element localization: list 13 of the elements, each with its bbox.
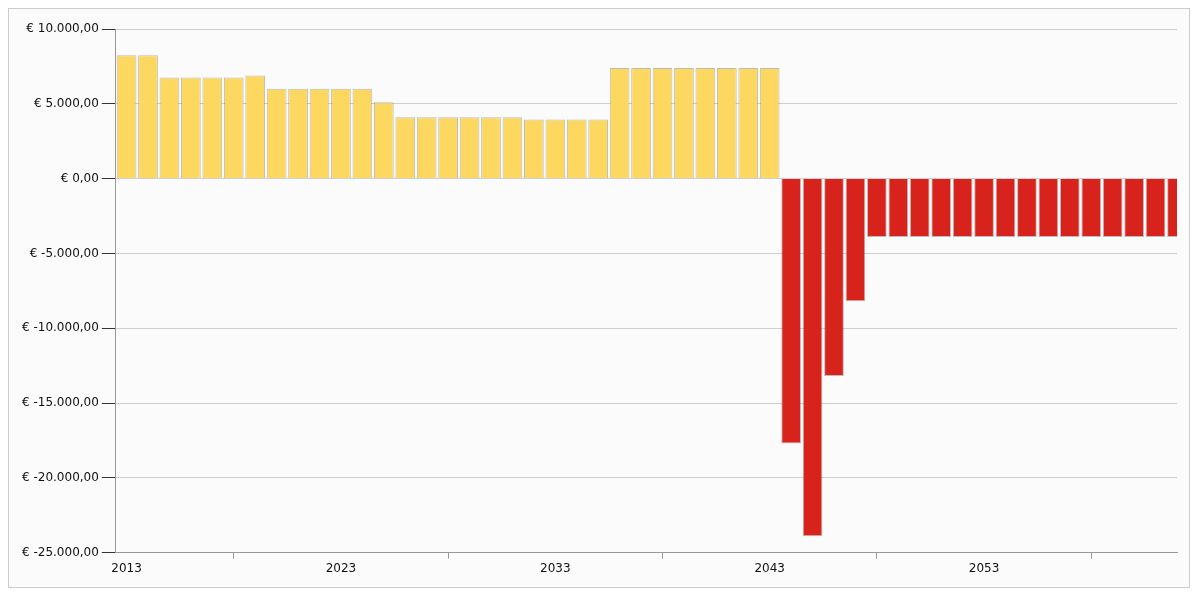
y-tick-label: € -25.000,00 [21, 544, 99, 559]
y-tick-label: € -5.000,00 [29, 245, 99, 260]
y-tick-label: € 10.000,00 [26, 21, 99, 36]
y-tick-label: € -15.000,00 [21, 395, 99, 410]
y-tick-label: € 5.000,00 [33, 95, 99, 110]
x-tick-label: 2033 [540, 560, 571, 575]
y-tick-label: € -20.000,00 [21, 469, 99, 484]
x-tick-label: 2023 [325, 560, 357, 575]
x-tick-label: 2013 [111, 560, 142, 575]
x-tick-label: 2043 [754, 560, 785, 575]
x-tick-label: 2053 [968, 560, 1000, 575]
y-tick-label: € -10.000,00 [21, 320, 99, 335]
y-tick-label: € 0,00 [60, 170, 99, 185]
